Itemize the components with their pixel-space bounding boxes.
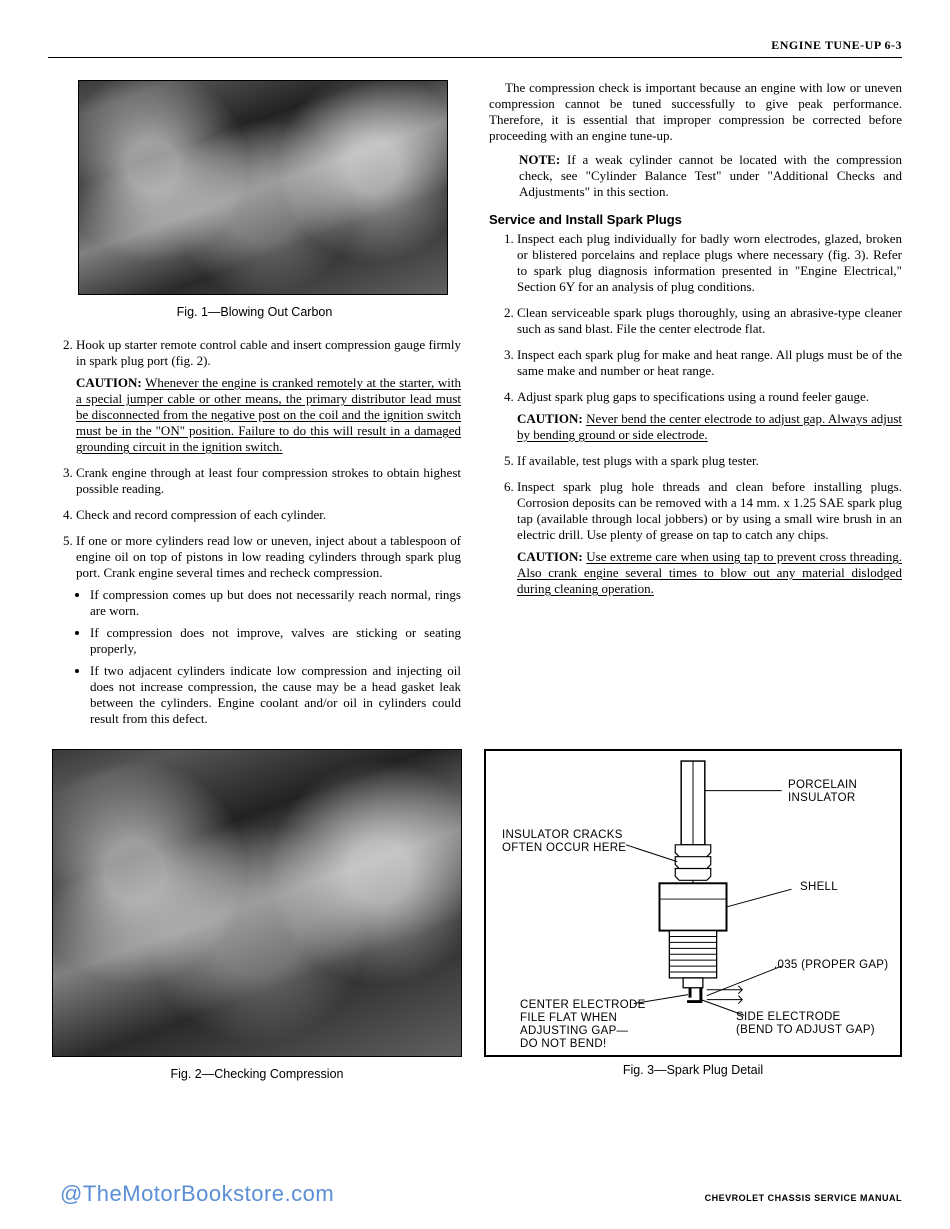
figure-3-caption: Fig. 3—Spark Plug Detail <box>484 1063 902 1077</box>
r-step-6: Inspect spark plug hole threads and clea… <box>517 479 902 597</box>
r-step-4: Adjust spark plug gaps to specifications… <box>517 389 902 443</box>
step-3: Crank engine through at least four compr… <box>76 465 461 497</box>
step-5: If one or more cylinders read low or une… <box>76 533 461 727</box>
figure-3-cell: PORCELAININSULATOR INSULATOR CRACKSOFTEN… <box>484 749 902 1099</box>
step-5-bullets: If compression comes up but does not nec… <box>90 587 461 727</box>
caution-step-2: CAUTION: Whenever the engine is cranked … <box>76 375 461 455</box>
step-5-text: If one or more cylinders read low or une… <box>76 533 461 580</box>
figure-2-cell: Fig. 2—Checking Compression <box>48 749 466 1099</box>
r-step-3: Inspect each spark plug for make and hea… <box>517 347 902 379</box>
r-step-6-text: Inspect spark plug hole threads and clea… <box>517 479 902 542</box>
right-column: The compression check is important becau… <box>489 80 902 737</box>
figure-1-photo <box>78 80 448 295</box>
footer-text: CHEVROLET CHASSIS SERVICE MANUAL <box>705 1193 902 1203</box>
page-header: ENGINE TUNE-UP 6-3 <box>48 38 902 53</box>
bullet-3: If two adjacent cylinders indicate low c… <box>90 663 461 727</box>
bullet-2: If compression does not improve, valves … <box>90 625 461 657</box>
label-cracks: INSULATOR CRACKSOFTEN OCCUR HERE <box>502 829 626 855</box>
left-procedure-list: Hook up starter remote control cable and… <box>76 337 461 727</box>
r-step-4-text: Adjust spark plug gaps to specifications… <box>517 389 869 404</box>
caution-label-6: CAUTION: <box>517 549 583 564</box>
header-rule <box>48 57 902 58</box>
left-column: Fig. 1—Blowing Out Carbon Hook up starte… <box>48 80 461 737</box>
intro-paragraph: The compression check is important becau… <box>489 80 902 144</box>
note-block: NOTE: If a weak cylinder cannot be locat… <box>519 152 902 200</box>
bullet-1: If compression comes up but does not nec… <box>90 587 461 619</box>
caution-step-4: CAUTION: Never bend the center electrode… <box>517 411 902 443</box>
watermark: @TheMotorBookstore.com <box>60 1181 334 1207</box>
step-4: Check and record compression of each cyl… <box>76 507 461 523</box>
caution-label: CAUTION: <box>76 375 142 390</box>
right-procedure-list: Inspect each plug individually for badly… <box>517 231 902 597</box>
figure-2-photo <box>52 749 462 1057</box>
r-step-1: Inspect each plug individually for badly… <box>517 231 902 295</box>
r-step-2: Clean serviceable spark plugs thoroughly… <box>517 305 902 337</box>
bottom-figures-row: Fig. 2—Checking Compression <box>48 749 902 1099</box>
note-label: NOTE: <box>519 152 560 167</box>
label-shell: SHELL <box>800 881 838 894</box>
label-file: FILE FLAT WHENADJUSTING GAP—DO NOT BEND! <box>520 1012 628 1052</box>
step-2: Hook up starter remote control cable and… <box>76 337 461 455</box>
label-side: SIDE ELECTRODE(BEND TO ADJUST GAP) <box>736 1011 875 1037</box>
caution-step-6: CAUTION: Use extreme care when using tap… <box>517 549 902 597</box>
label-center: CENTER ELECTRODE <box>520 999 646 1012</box>
caution-label-4: CAUTION: <box>517 411 583 426</box>
r-step-5: If available, test plugs with a spark pl… <box>517 453 902 469</box>
subheading: Service and Install Spark Plugs <box>489 212 902 227</box>
figure-2-caption: Fig. 2—Checking Compression <box>48 1067 466 1081</box>
two-column-layout: Fig. 1—Blowing Out Carbon Hook up starte… <box>48 80 902 737</box>
figure-1-caption: Fig. 1—Blowing Out Carbon <box>48 305 461 319</box>
label-porcelain: PORCELAININSULATOR <box>788 779 857 805</box>
step-2-text: Hook up starter remote control cable and… <box>76 337 461 368</box>
label-gap: .035 (PROPER GAP) <box>774 959 888 972</box>
figure-3-diagram: PORCELAININSULATOR INSULATOR CRACKSOFTEN… <box>484 749 902 1057</box>
note-text: If a weak cylinder cannot be located wit… <box>519 152 902 199</box>
